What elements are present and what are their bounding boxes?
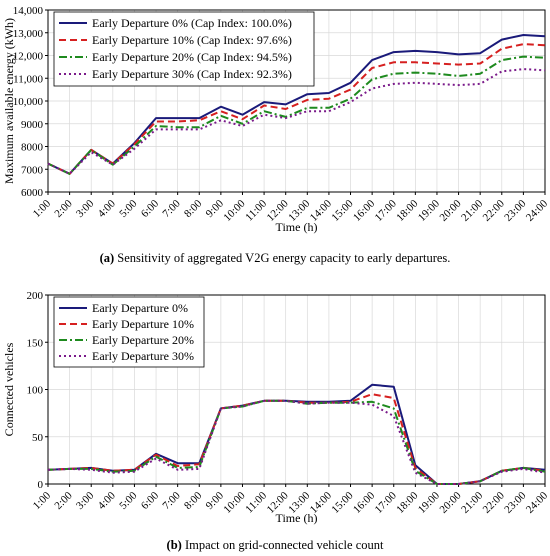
x-tick-label: 16:00	[351, 197, 378, 224]
y-tick-label: 13,000	[13, 28, 44, 40]
y-tick-label: 100	[27, 385, 44, 397]
y-tick-label: 11,000	[13, 73, 43, 85]
x-tick-label: 8:00	[182, 489, 205, 512]
x-tick-label: 5:00	[117, 489, 140, 512]
x-tick-label: 22:00	[481, 197, 508, 224]
figure-caption: (a) Sensitivity of aggregated V2G energy…	[100, 251, 451, 265]
y-tick-label: 6000	[21, 187, 44, 199]
caption-text: Sensitivity of aggregated V2G energy cap…	[114, 251, 450, 265]
chart-a: 6000 7000 8000 9000 10,000 11,000 12,000 13,000…	[2, 5, 550, 265]
y-tick-label: 14,000	[13, 5, 44, 17]
x-tick-label: 18:00	[394, 489, 421, 516]
x-tick-label: 20:00	[437, 489, 464, 516]
caption-label: (a)	[100, 251, 115, 265]
x-tick-label: 15:00	[329, 489, 356, 516]
series-line-3	[47, 399, 546, 485]
y-tick-label: 8000	[21, 142, 44, 154]
x-tick-label: 23:00	[502, 489, 529, 516]
x-tick-label: 4:00	[96, 489, 119, 512]
y-tick-label: 0	[38, 479, 44, 491]
y-axis-label: Maximum available energy (kWh)	[2, 18, 16, 184]
x-tick-label: 15:00	[329, 197, 356, 224]
x-tick-label: 6:00	[139, 197, 162, 220]
x-axis-label: Time (h)	[276, 511, 318, 525]
x-tick-label: 6:00	[139, 489, 162, 512]
y-tick-label: 7000	[21, 164, 44, 176]
y-tick-label: 50	[32, 432, 44, 444]
x-tick-label: 2:00	[52, 489, 75, 512]
figure-caption: (b) Impact on grid-connected vehicle cou…	[167, 538, 384, 552]
legend-entry-3: Early Departure 30%	[92, 349, 194, 363]
x-tick-label: 1:00	[31, 197, 54, 220]
x-tick-label: 8:00	[182, 197, 205, 220]
y-axis-label: Connected vehicles	[2, 342, 16, 436]
x-tick-label: 23:00	[502, 197, 529, 224]
legend-box	[53, 11, 315, 87]
series-line-3	[47, 68, 546, 175]
legend-entry-0: Early Departure 0%	[92, 301, 188, 315]
x-tick-label: 19:00	[416, 489, 443, 516]
x-tick-label: 1:00	[31, 489, 54, 512]
x-tick-label: 2:00	[52, 197, 75, 220]
legend-entry-2: Early Departure 20%	[92, 333, 194, 347]
x-axis-label: Time (h)	[276, 220, 318, 234]
x-tick-label: 11:00	[243, 489, 269, 515]
legend-entry-2: Early Departure 20% (Cap Index: 94.5%)	[92, 50, 292, 64]
series-line-2	[47, 399, 546, 485]
x-tick-label: 20:00	[437, 197, 464, 224]
series-line-2	[47, 55, 546, 175]
y-tick-label: 10,000	[13, 96, 44, 108]
series-line-1	[47, 43, 546, 175]
x-tick-label: 10:00	[221, 489, 248, 516]
y-tick-label: 200	[27, 290, 44, 302]
x-tick-label: 7:00	[160, 489, 183, 512]
x-tick-label: 4:00	[96, 197, 119, 220]
chart-b: 0 50 100 150 200 1:00 2:00 3:00 4:00 5:00 6:00 7:00…	[2, 290, 550, 552]
x-tick-label: 21:00	[459, 489, 486, 516]
legend-entry-1: Early Departure 10% (Cap Index: 97.6%)	[92, 33, 292, 47]
x-tick-label: 7:00	[160, 197, 183, 220]
caption-text: Impact on grid-connected vehicle count	[182, 538, 384, 552]
x-tick-label: 3:00	[74, 489, 97, 512]
x-tick-label: 19:00	[416, 197, 443, 224]
y-tick-label: 9000	[21, 119, 44, 131]
x-tick-label: 24:00	[524, 489, 550, 516]
x-tick-label: 16:00	[351, 489, 378, 516]
x-tick-label: 21:00	[459, 197, 486, 224]
caption-label: (b)	[167, 538, 182, 552]
x-tick-label: 3:00	[74, 197, 97, 220]
x-tick-label: 10:00	[221, 197, 248, 224]
x-tick-label: 11:00	[243, 197, 269, 223]
x-tick-label: 18:00	[394, 197, 421, 224]
x-tick-label: 17:00	[373, 197, 400, 224]
y-tick-label: 150	[27, 337, 44, 349]
x-tick-label: 17:00	[373, 489, 400, 516]
legend-entry-0: Early Departure 0% (Cap Index: 100.0%)	[92, 16, 292, 30]
legend-entry-1: Early Departure 10%	[92, 317, 194, 331]
x-tick-label: 22:00	[481, 489, 508, 516]
legend-entry-3: Early Departure 30% (Cap Index: 92.3%)	[92, 67, 292, 81]
x-tick-label: 5:00	[117, 197, 140, 220]
series-line-0	[47, 383, 546, 485]
y-tick-label: 12,000	[13, 51, 44, 63]
x-tick-label: 24:00	[524, 197, 550, 224]
series-line-0	[47, 34, 546, 175]
